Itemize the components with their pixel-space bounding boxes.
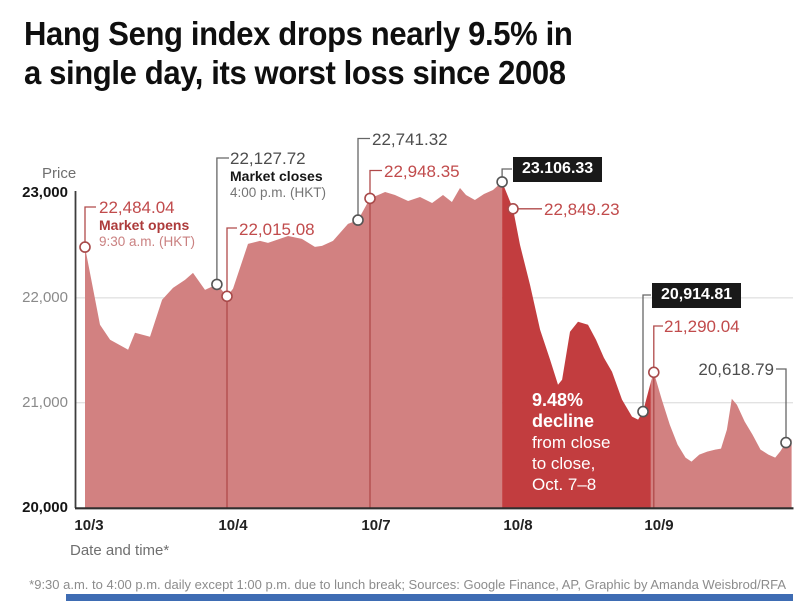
annotation-open-10-8: 22,849.23 <box>544 200 620 219</box>
data-point-marker <box>211 278 223 291</box>
day-divider-line <box>226 227 237 508</box>
day-divider-line <box>369 169 382 508</box>
leader-line <box>357 137 370 216</box>
decline-line: Oct. 7–8 <box>532 475 597 494</box>
x-tick-10-9: 10/9 <box>644 517 674 534</box>
x-tick-10-3: 10/3 <box>74 517 104 534</box>
decline-line: to close, <box>532 454 596 473</box>
annotation-caption: 4:00 p.m. (HKT) <box>230 184 327 200</box>
annotation-value: 22,127.72 <box>230 149 306 168</box>
annotation-value: 22,849.23 <box>544 200 620 219</box>
low-value-badge: 20,914.81 <box>652 283 742 308</box>
price-area-dark <box>502 181 651 508</box>
price-area-light <box>85 181 503 508</box>
data-point-marker <box>79 241 91 253</box>
data-point-marker <box>780 436 792 449</box>
title-line-2: a single day, its worst loss since 2008 <box>24 54 566 91</box>
leader-line <box>642 294 651 407</box>
decline-annotation: 9.48% decline from close to close, Oct. … <box>532 390 610 495</box>
data-point-marker <box>507 203 519 215</box>
y-tick-23000: 23,000 <box>22 184 68 201</box>
leader-line <box>776 368 787 438</box>
data-point-marker <box>496 176 508 188</box>
title-line-1: Hang Seng index drops nearly 9.5% in <box>24 15 573 52</box>
leader-line <box>216 157 229 280</box>
peak-value-badge: 23.106.33 <box>513 157 603 182</box>
y-tick-22000: 22,000 <box>22 289 68 306</box>
y-tick-20000: 20,000 <box>22 499 68 516</box>
annotation-value: 22,948.35 <box>384 162 460 181</box>
source-note: *9:30 a.m. to 4:00 p.m. daily except 1:0… <box>29 577 786 592</box>
page-title: Hang Seng index drops nearly 9.5% in a s… <box>24 14 573 92</box>
decline-line: decline <box>532 411 595 431</box>
x-axis-title: Date and time* <box>70 542 170 559</box>
annotation-value: 22,741.32 <box>372 130 448 149</box>
decline-line: from close <box>532 433 611 452</box>
price-area-light <box>650 372 792 508</box>
x-tick-10-4: 10/4 <box>218 517 248 534</box>
data-point-marker <box>637 405 649 418</box>
data-point-marker <box>364 192 376 205</box>
x-tick-10-7: 10/7 <box>361 517 391 534</box>
y-axis-title: Price <box>42 165 77 182</box>
data-point-marker <box>647 366 660 379</box>
y-tick-21000: 21,000 <box>22 394 68 411</box>
annotation-value: 21,290.04 <box>664 317 740 336</box>
annotation-value: 20,618.79 <box>698 360 774 379</box>
annotation-caption: Market opens <box>99 217 190 234</box>
day-divider-line <box>653 325 663 508</box>
decline-line: 9.48% <box>532 390 584 410</box>
annotation-close-10-4: 22,741.32 <box>372 130 448 149</box>
brand-bar <box>66 594 793 601</box>
annotation-open-10-9: 21,290.04 <box>664 317 740 336</box>
annotation-value: 22,015.08 <box>239 220 315 239</box>
annotation-last-value: 20,618.79 <box>690 360 774 379</box>
x-tick-10-8: 10/8 <box>503 517 533 534</box>
annotation-market-open-10-3: 22,484.04 Market opens 9:30 a.m. (HKT) <box>99 198 195 249</box>
annotation-caption: 9:30 a.m. (HKT) <box>99 233 196 249</box>
annotation-market-close-10-3: 22,127.72 Market closes 4:00 p.m. (HKT) <box>230 149 326 200</box>
leader-line <box>501 168 512 177</box>
annotation-open-10-4: 22,015.08 <box>239 220 315 239</box>
annotation-caption: Market closes <box>230 168 323 185</box>
annotation-open-10-7: 22,948.35 <box>384 162 460 181</box>
leader-line <box>84 206 96 243</box>
annotation-value: 22,484.04 <box>99 198 175 217</box>
data-point-marker <box>352 214 364 226</box>
data-point-marker <box>221 290 233 303</box>
